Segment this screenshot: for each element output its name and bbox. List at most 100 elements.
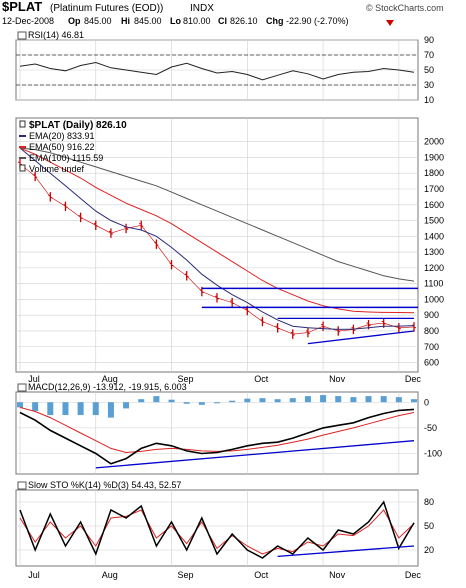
rsi-line (19, 61, 415, 81)
macd-histogram-bar (62, 402, 69, 416)
y-tick-label: 0 (424, 397, 429, 407)
x-tick-label: Jul (28, 570, 40, 580)
y-tick-label: 700 (424, 342, 439, 352)
legend-label: Volume undef (29, 164, 85, 174)
macd-histogram-bar (47, 402, 54, 416)
macd-histogram-bar (335, 396, 342, 403)
macd-histogram-bar (304, 396, 311, 403)
lo-label: Lo (170, 16, 181, 26)
legend-label: EMA(100) 1115.59 (29, 153, 103, 163)
x-tick-label: Oct (254, 374, 269, 384)
y-tick-label: 1700 (424, 184, 444, 194)
exchange-label: INDX (190, 3, 214, 14)
price-panel: 2000 1900 1800 1700 1600 1500 1400 1300 1200 1100… (15, 117, 444, 384)
macd-histogram-bar (365, 396, 372, 403)
chg-value: -22.90 (-2.70%) (286, 16, 349, 26)
y-tick-label: 90 (424, 35, 434, 45)
sto-k-line (19, 500, 415, 559)
x-tick-label: Jul (28, 374, 40, 384)
x-tick-label: Oct (254, 570, 269, 580)
y-tick-label: 1400 (424, 231, 444, 241)
legend-label: EMA(20) 833.91 (29, 131, 95, 141)
macd-histogram-bar (320, 395, 327, 403)
trendline (95, 440, 415, 469)
x-tick-label: Sep (178, 374, 194, 384)
panel-frame (15, 391, 419, 475)
macd-histogram-bar (350, 397, 357, 403)
x-tick-label: Aug (102, 374, 118, 384)
x-tick-label: Dec (405, 374, 422, 384)
macd-line (19, 408, 415, 465)
macd-histogram-bar (183, 402, 190, 404)
y-tick-label: -100 (424, 449, 442, 459)
op-value: 845.00 (84, 16, 112, 26)
y-tick-label: 1100 (424, 279, 443, 289)
y-tick-label: 30 (424, 80, 434, 90)
ema50-line (19, 147, 415, 314)
trendline (277, 545, 415, 558)
ema100-line (19, 147, 415, 282)
x-tick-label: Nov (329, 570, 346, 580)
x-tick-label: Nov (329, 374, 346, 384)
cl-value: 826.10 (230, 16, 258, 26)
macd-histogram-bar (107, 402, 114, 418)
macd-histogram-bar (123, 402, 130, 409)
legend-label: EMA(50) 916.22 (29, 142, 95, 152)
lo-value: 810.00 (183, 16, 211, 26)
stochastic-panel: 80 50 20 Slow STO %K(14) %D(3) 54.43, 52.57… (15, 480, 434, 580)
chart-header: $PLAT (Platinum Futures (EOD)) INDX © St… (2, 0, 444, 26)
macd-histogram-bar (395, 397, 402, 403)
macd-panel: 0 -50 -100 MACD(12,26,9) -13.912, -19.915, … (15, 382, 442, 475)
y-tick-label: 1200 (424, 263, 444, 273)
y-tick-label: 1500 (424, 216, 444, 226)
y-tick-label: 80 (424, 497, 434, 507)
macd-histogram-bar (380, 396, 387, 403)
macd-histogram-bar (244, 398, 251, 403)
macd-histogram-bar (274, 399, 281, 403)
x-tick-label: Aug (102, 570, 118, 580)
macd-signal-line (19, 406, 415, 454)
y-tick-label: 1600 (424, 200, 444, 210)
y-tick-label: 600 (424, 358, 439, 368)
x-tick-label: Dec (405, 570, 422, 580)
panel-toggle-icon (17, 481, 27, 490)
y-tick-label: 1800 (424, 168, 444, 178)
symbol-label: $PLAT (2, 0, 42, 14)
macd-histogram-bar (138, 399, 145, 403)
chg-label: Chg (266, 16, 284, 26)
macd-title: MACD(12,26,9) -13.912, -19.915, 6.003 (28, 382, 187, 392)
y-tick-label: 1300 (424, 247, 444, 257)
macd-histogram-bar (259, 398, 266, 403)
instrument-name: (Platinum Futures (EOD)) (50, 3, 163, 14)
rsi-panel: 90 70 50 30 10 RSI(14) 46.81 (15, 30, 434, 105)
hi-label: Hi (121, 16, 130, 26)
y-tick-label: 1000 (424, 294, 444, 304)
macd-histogram-bar (32, 402, 39, 411)
y-tick-label: 800 (424, 326, 439, 336)
sto-title: Slow STO %K(14) %D(3) 54.43, 52.57 (28, 480, 181, 490)
hi-value: 845.00 (134, 16, 162, 26)
macd-histogram-bar (229, 400, 236, 403)
y-tick-label: 900 (424, 310, 439, 320)
macd-histogram-bar (153, 396, 160, 403)
macd-histogram-bar (77, 402, 84, 416)
y-tick-label: -50 (424, 423, 437, 433)
macd-histogram-bar (289, 398, 296, 403)
trendline (307, 330, 415, 345)
macd-histogram-bar (168, 399, 175, 403)
legend-label: $PLAT (Daily) 826.10 (29, 120, 127, 131)
legend-swatch (19, 120, 26, 128)
macd-histogram-bar (17, 402, 23, 408)
macd-histogram-bar (198, 402, 205, 405)
y-tick-label: 50 (424, 521, 434, 531)
price-line (19, 163, 415, 335)
y-tick-label: 50 (424, 65, 434, 75)
op-label: Op (68, 16, 81, 26)
panel-toggle-icon (17, 31, 27, 40)
down-arrow-icon (386, 20, 394, 26)
macd-histogram-bar (411, 399, 417, 403)
x-tick-label: Sep (178, 570, 194, 580)
watermark: © StockCharts.com (366, 3, 444, 13)
y-tick-label: 2000 (424, 137, 444, 147)
